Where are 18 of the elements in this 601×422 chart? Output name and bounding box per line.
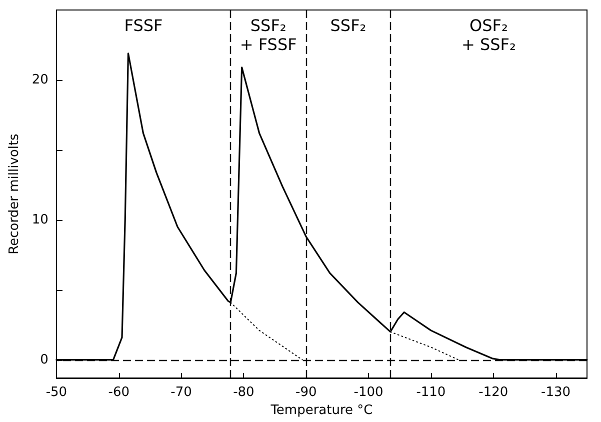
x-tick-label: -100 <box>354 385 384 400</box>
x-tick-label: -80 <box>233 385 254 400</box>
annotation: SSF₂ + FSSF <box>240 16 297 54</box>
x-tick-label: -130 <box>541 385 571 400</box>
annotation: OSF₂ + SSF₂ <box>461 16 516 54</box>
x-tick-label: -110 <box>416 385 446 400</box>
annotation: SSF₂ <box>330 16 366 35</box>
x-tick-label: -90 <box>296 385 317 400</box>
x-tick-label: -70 <box>170 385 192 400</box>
y-axis-title: Recorder millivolts <box>7 133 22 254</box>
y-tick-label: 20 <box>32 72 48 88</box>
x-tick-label: -60 <box>108 385 130 400</box>
x-tick-label: -120 <box>478 385 508 400</box>
y-tick-label: 10 <box>32 212 48 228</box>
x-axis-title: Temperature °C <box>270 403 373 418</box>
annotation: FSSF <box>124 16 163 35</box>
x-tick-label: -50 <box>46 385 68 400</box>
y-tick-label: 0 <box>40 352 48 368</box>
